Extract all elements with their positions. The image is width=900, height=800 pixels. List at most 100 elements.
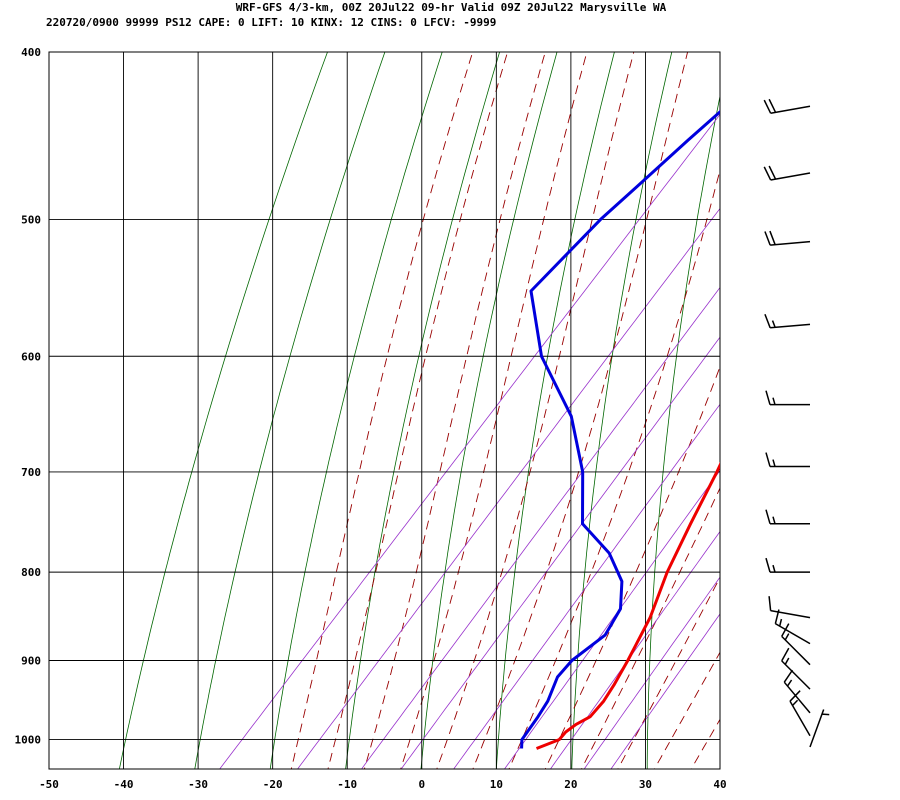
mixing-ratio-line — [297, 207, 720, 769]
mixing-ratio-line — [504, 469, 720, 769]
wind-barb — [765, 557, 810, 573]
x-tick-label: -40 — [114, 778, 134, 791]
wind-barb — [765, 452, 810, 468]
barb-feather — [765, 557, 771, 573]
moist-adiabat — [436, 52, 635, 769]
x-tick-label: 30 — [639, 778, 652, 791]
barb-staff — [781, 660, 811, 690]
barb-feather — [774, 609, 780, 624]
mixing-ratio-line — [400, 336, 720, 769]
wind-barb — [763, 165, 811, 181]
x-tick-label: -30 — [188, 778, 208, 791]
barb-feather — [765, 509, 771, 524]
moist-adiabat — [327, 52, 509, 769]
wind-barb — [765, 390, 810, 406]
dry-adiabat — [722, 0, 817, 769]
barb-feather — [768, 596, 772, 611]
barb-half-feather — [772, 516, 776, 524]
barb-feather — [763, 99, 772, 114]
barb-feather — [765, 390, 771, 405]
dry-adiabat — [269, 52, 443, 769]
barb-staff — [770, 172, 811, 181]
x-tick-label: -20 — [263, 778, 283, 791]
wind-barb — [789, 690, 811, 737]
barb-staff — [770, 105, 811, 114]
grid — [48, 51, 721, 770]
moist-adiabat — [400, 52, 588, 769]
barb-feather — [781, 647, 790, 662]
p-tick-label: 800 — [21, 566, 41, 579]
temperature-profile — [535, 461, 720, 750]
x-tick-label: 20 — [564, 778, 577, 791]
wind-barb — [809, 709, 830, 748]
wind-barb — [783, 669, 811, 714]
p-tick-label: 600 — [21, 350, 41, 363]
barb-half-feather — [784, 633, 790, 641]
wind-barb — [774, 609, 811, 645]
barb-half-feather — [772, 564, 776, 573]
barb-feather — [764, 231, 771, 246]
moist-adiabat — [290, 52, 474, 769]
barb-feather — [769, 230, 776, 245]
barb-staff — [783, 681, 811, 714]
mixing-ratio-line — [219, 113, 720, 769]
barb-staff — [770, 323, 811, 329]
moist-adiabat — [724, 0, 900, 776]
barb-staff — [770, 240, 811, 246]
moist-adiabat — [472, 52, 689, 769]
wind-barb — [763, 98, 811, 114]
wind-barb — [764, 230, 811, 246]
barb-staff — [774, 622, 811, 645]
barb-half-feather — [784, 657, 790, 665]
p-tick-label: 1000 — [15, 734, 42, 747]
barb-feather — [763, 166, 772, 181]
barb-staff — [789, 700, 811, 737]
y-axis-ticks: 400 500 600 700 800 900 1000 — [15, 46, 42, 747]
barb-feather — [765, 452, 771, 467]
barb-feather — [783, 669, 794, 683]
barb-feather — [764, 313, 771, 329]
dry-adiabat — [864, 0, 900, 769]
x-tick-label: -10 — [337, 778, 357, 791]
barb-half-feather — [791, 699, 799, 707]
barb-feather — [768, 98, 777, 113]
dry-adiabat — [646, 94, 720, 769]
mixing-ratio-line — [583, 576, 720, 769]
mixing-ratio-line — [453, 403, 720, 769]
barb-half-feather — [771, 320, 776, 328]
barb-half-feather — [772, 397, 776, 405]
barb-staff — [781, 635, 811, 666]
dry-adiabat — [119, 52, 328, 769]
dry-adiabat — [194, 52, 386, 769]
wind-barbs — [763, 98, 830, 748]
barb-half-feather — [778, 618, 783, 627]
p-tick-label: 400 — [21, 46, 41, 59]
x-tick-label: -50 — [39, 778, 59, 791]
moist-adiabat — [363, 52, 546, 769]
thermo-background-lines — [119, 0, 900, 776]
p-tick-label: 500 — [21, 213, 41, 226]
mixing-ratio-line — [361, 286, 720, 769]
dewpoint-profile — [520, 109, 720, 749]
p-tick-label: 900 — [21, 655, 41, 668]
sounding-profiles — [520, 109, 720, 750]
barb-half-feather — [772, 459, 776, 467]
mixing-ratio-line — [550, 530, 720, 769]
x-tick-label: 40 — [713, 778, 726, 791]
dry-adiabat — [420, 52, 558, 769]
barb-half-feather — [786, 679, 793, 687]
dry-adiabat — [571, 52, 673, 769]
p-tick-label: 700 — [21, 466, 41, 479]
moist-adiabat — [544, 365, 720, 769]
mixing-ratio-line — [610, 613, 720, 769]
station-stats: 220720/0900 99999 PS12 CAPE: 0 LIFT: 10 … — [46, 16, 496, 29]
barb-feather — [789, 690, 801, 702]
plot-frame — [48, 51, 721, 770]
moist-adiabat — [580, 486, 720, 769]
wind-barb — [764, 313, 811, 329]
wind-barb — [781, 623, 811, 666]
chart-title: WRF-GFS 4/3-km, 00Z 20Jul22 09-hr Valid … — [236, 1, 667, 14]
barb-feather — [768, 165, 777, 180]
x-tick-label: 10 — [490, 778, 503, 791]
